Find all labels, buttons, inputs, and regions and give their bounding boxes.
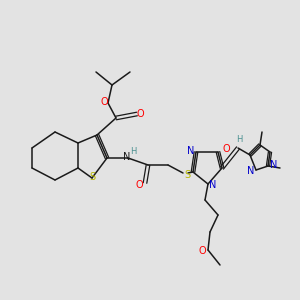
Text: N: N bbox=[270, 160, 278, 170]
Text: O: O bbox=[198, 246, 206, 256]
Text: O: O bbox=[135, 180, 143, 190]
Text: N: N bbox=[187, 146, 195, 156]
Text: H: H bbox=[236, 136, 242, 145]
Text: N: N bbox=[209, 180, 217, 190]
Text: N: N bbox=[247, 166, 255, 176]
Text: N: N bbox=[123, 152, 131, 162]
Text: O: O bbox=[222, 144, 230, 154]
Text: O: O bbox=[136, 109, 144, 119]
Text: S: S bbox=[184, 170, 190, 180]
Text: H: H bbox=[130, 148, 136, 157]
Text: O: O bbox=[100, 97, 108, 107]
Text: S: S bbox=[89, 172, 95, 182]
